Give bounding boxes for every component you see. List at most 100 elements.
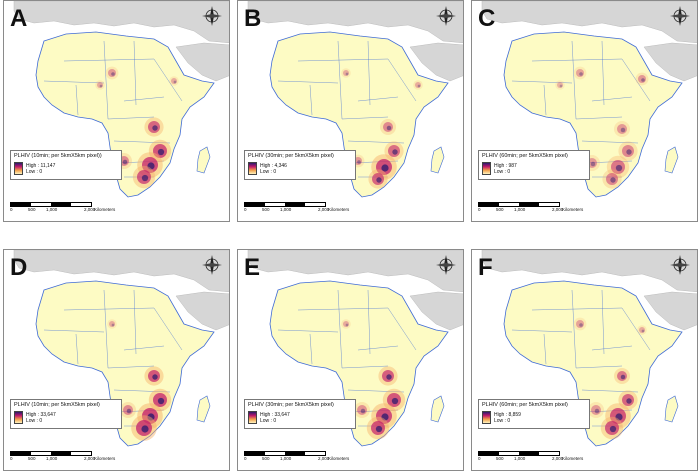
legend-low: Low : 0 bbox=[260, 168, 277, 175]
country-border bbox=[133, 289, 137, 355]
scale-tick: 2,000 bbox=[552, 207, 564, 212]
scale-tick: 2,000 bbox=[318, 207, 330, 212]
scale-bar: 0 500 1,000 2,000 Kilometers bbox=[244, 451, 364, 462]
country-border bbox=[297, 307, 389, 311]
country-border bbox=[347, 389, 405, 393]
arabian-peninsula bbox=[643, 291, 697, 331]
plhiv-hotspot bbox=[152, 374, 158, 380]
plhiv-hotspot bbox=[360, 408, 366, 414]
scale-tick: 1,000 bbox=[514, 207, 526, 212]
country-border bbox=[511, 80, 573, 84]
plhiv-hotspot bbox=[111, 323, 115, 327]
country-border bbox=[531, 307, 623, 311]
country-border bbox=[347, 140, 405, 144]
africa-map bbox=[472, 1, 697, 221]
country-border bbox=[75, 333, 79, 365]
panel-label: E bbox=[244, 254, 261, 281]
scale-tick: 2,000 bbox=[552, 456, 564, 461]
plhiv-hotspot bbox=[169, 76, 179, 86]
plhiv-hotspot bbox=[157, 148, 165, 156]
map-legend: PLHIV (30min; per 5kmX5km pixel) High : … bbox=[244, 399, 356, 429]
plhiv-hotspot bbox=[413, 80, 423, 90]
plhiv-hotspot bbox=[357, 405, 367, 415]
scale-tick: 0 bbox=[478, 207, 481, 212]
map-panel-e: E PLHIV (30min; per 5kmX5km pixel) High … bbox=[237, 249, 464, 471]
scale-tick: 2,000 bbox=[84, 456, 96, 461]
legend-low: Low : 0 bbox=[494, 417, 511, 424]
country-border bbox=[297, 58, 389, 62]
scale-tick: 0 bbox=[244, 456, 247, 461]
scale-unit: Kilometers bbox=[328, 456, 350, 461]
legend-high: High : 33,647 bbox=[260, 411, 290, 418]
plhiv-hotspot bbox=[615, 164, 623, 172]
madagascar bbox=[196, 395, 211, 423]
plhiv-hotspot bbox=[107, 319, 117, 329]
plhiv-hotspot bbox=[111, 72, 115, 76]
plhiv-hotspot bbox=[97, 82, 103, 88]
country-border bbox=[367, 289, 371, 355]
plhiv-hotspot bbox=[173, 80, 177, 84]
country-border bbox=[341, 116, 389, 120]
plhiv-hotspot bbox=[375, 425, 383, 433]
color-ramp bbox=[248, 162, 257, 175]
plhiv-hotspot bbox=[152, 125, 158, 131]
plhiv-hotspot bbox=[610, 177, 616, 183]
scale-unit: Kilometers bbox=[94, 456, 116, 461]
plhiv-hotspot bbox=[638, 75, 646, 83]
plhiv-hotspot bbox=[120, 402, 136, 418]
map-panel-b: B PLHIV (30min; per 5kmX5km pixel) High … bbox=[237, 0, 464, 222]
plhiv-hotspot bbox=[626, 149, 632, 155]
plhiv-hotspot bbox=[141, 174, 149, 182]
plhiv-hotspot bbox=[343, 321, 349, 327]
country-border bbox=[591, 345, 633, 351]
plhiv-hotspot bbox=[341, 319, 351, 329]
country-border bbox=[63, 58, 155, 62]
map-legend: PLHIV (30min; per 5kmX5km pixel) High : … bbox=[244, 150, 356, 180]
country-border bbox=[349, 409, 399, 413]
scale-tick: 1,000 bbox=[46, 207, 58, 212]
country-border bbox=[103, 40, 109, 120]
plhiv-hotspot bbox=[576, 69, 584, 77]
africa-landmass bbox=[503, 280, 683, 447]
madagascar bbox=[664, 395, 679, 423]
country-border bbox=[75, 84, 79, 116]
plhiv-hotspot bbox=[594, 408, 600, 414]
plhiv-hotspot bbox=[591, 405, 601, 415]
plhiv-hotspot bbox=[147, 162, 155, 170]
plhiv-hotspot bbox=[122, 159, 128, 165]
plhiv-hotspot bbox=[105, 66, 119, 80]
country-border bbox=[575, 116, 623, 120]
plhiv-hotspot bbox=[381, 164, 389, 172]
plhiv-hotspot bbox=[559, 84, 563, 88]
scale-unit: Kilometers bbox=[94, 207, 116, 212]
legend-high: High : 8,859 bbox=[494, 411, 521, 418]
africa-landmass bbox=[503, 31, 683, 198]
color-ramp bbox=[14, 162, 23, 175]
scale-tick: 0 bbox=[478, 456, 481, 461]
plhiv-hotspot bbox=[345, 323, 349, 327]
africa-map bbox=[4, 250, 229, 470]
country-border bbox=[621, 58, 651, 102]
scale-unit: Kilometers bbox=[562, 456, 584, 461]
country-border bbox=[123, 345, 165, 351]
arabian-peninsula bbox=[175, 42, 229, 82]
plhiv-hotspot bbox=[622, 145, 634, 157]
plhiv-hotspot bbox=[615, 413, 623, 421]
plhiv-hotspot bbox=[641, 78, 645, 82]
panel-label: C bbox=[478, 5, 496, 32]
madagascar bbox=[430, 395, 445, 423]
country-border bbox=[581, 389, 639, 393]
europe-landmass bbox=[481, 250, 697, 293]
plhiv-hotspot bbox=[357, 160, 361, 164]
scale-tick: 1,000 bbox=[46, 456, 58, 461]
map-legend: PLHIV (10min; per 5kmX5km pixel)) High :… bbox=[10, 150, 122, 180]
north-arrow-compass-icon bbox=[202, 255, 222, 275]
country-border bbox=[43, 80, 105, 84]
country-border bbox=[277, 80, 339, 84]
scale-tick: 2,000 bbox=[84, 207, 96, 212]
country-border bbox=[583, 160, 633, 164]
country-border bbox=[387, 307, 417, 351]
color-ramp bbox=[482, 411, 491, 424]
map-panel-c: C PLHIV (60min; per 5kmX5km pixel) High … bbox=[471, 0, 698, 222]
europe-landmass bbox=[481, 1, 697, 44]
